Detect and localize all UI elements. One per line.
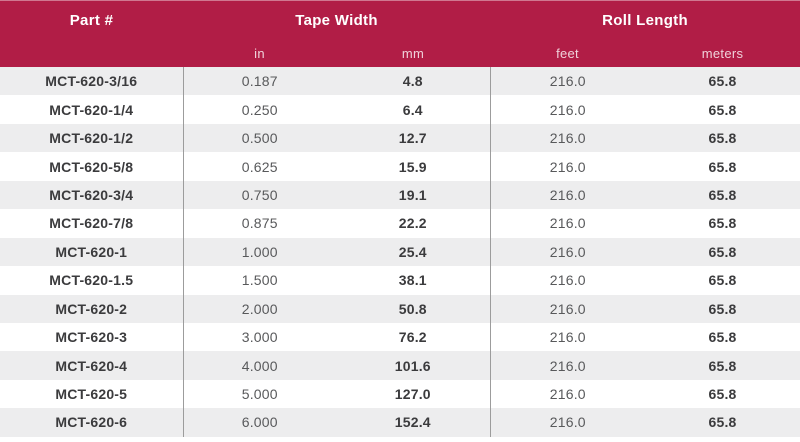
cell-part: MCT-620-1/2 — [49, 130, 134, 147]
cell-feet: 216.0 — [489, 123, 646, 153]
cell-mm: 15.9 — [398, 158, 427, 175]
cell-meters: 65.8 — [708, 414, 737, 431]
cell-part: MCT-620-4 — [55, 357, 128, 374]
cell-part: MCT-620-3/16 — [45, 73, 138, 90]
cell-feet: 216.0 — [489, 209, 646, 238]
cell-part: MCT-620-5/8 — [49, 158, 134, 175]
cell-in: 0.250 — [182, 95, 336, 124]
cell-meters: 65.8 — [708, 357, 737, 374]
cell-in: 0.875 — [182, 209, 336, 238]
subheader-mm: mm — [336, 40, 491, 67]
cell-mm: 38.1 — [398, 272, 427, 289]
cell-part: MCT-620-3 — [55, 329, 128, 346]
cell-feet: 216.0 — [489, 379, 646, 409]
cell-mm: 152.4 — [394, 414, 431, 431]
cell-meters: 65.8 — [708, 329, 737, 346]
cell-meters: 65.8 — [708, 130, 737, 147]
cell-feet: 216.0 — [489, 180, 646, 210]
subheader-meters: meters — [645, 40, 800, 67]
cell-feet: 216.0 — [489, 152, 646, 181]
cell-meters: 65.8 — [708, 186, 737, 203]
table-row: MCT-620-5 5.000 127.0 216.0 65.8 — [0, 379, 800, 409]
cell-mm: 22.2 — [398, 215, 427, 232]
cell-in: 0.500 — [182, 123, 336, 153]
subheader-empty — [0, 40, 183, 67]
cell-part: MCT-620-6 — [55, 414, 128, 431]
cell-feet: 216.0 — [489, 351, 646, 380]
table-row: MCT-620-5/8 0.625 15.9 216.0 65.8 — [0, 152, 800, 181]
cell-feet: 216.0 — [489, 67, 646, 96]
header-roll-length: Roll Length — [490, 0, 800, 40]
cell-mm: 127.0 — [394, 386, 431, 403]
table-row: MCT-620-4 4.000 101.6 216.0 65.8 — [0, 351, 800, 380]
cell-part: MCT-620-1/4 — [49, 101, 134, 118]
table-row: MCT-620-1/2 0.500 12.7 216.0 65.8 — [0, 123, 800, 153]
cell-in: 5.000 — [182, 379, 336, 409]
cell-in: 6.000 — [182, 408, 336, 437]
subheader-feet: feet — [490, 40, 646, 67]
header-group-row: Part # Tape Width Roll Length — [0, 0, 800, 40]
cell-feet: 216.0 — [489, 95, 646, 124]
cell-mm: 101.6 — [394, 357, 431, 374]
table-row: MCT-620-1/4 0.250 6.4 216.0 65.8 — [0, 95, 800, 124]
header-tape-width: Tape Width — [183, 0, 491, 40]
cell-in: 1.000 — [182, 237, 336, 267]
cell-meters: 65.8 — [708, 215, 737, 232]
cell-in: 4.000 — [182, 351, 336, 380]
table-header: Part # Tape Width Roll Length in mm feet… — [0, 0, 800, 67]
subheader-in: in — [183, 40, 336, 67]
table-row: MCT-620-1.5 1.500 38.1 216.0 65.8 — [0, 266, 800, 295]
cell-meters: 65.8 — [708, 158, 737, 175]
cell-meters: 65.8 — [708, 272, 737, 289]
cell-feet: 216.0 — [489, 266, 646, 295]
cell-mm: 50.8 — [398, 300, 427, 317]
cell-meters: 65.8 — [708, 243, 737, 260]
table-row: MCT-620-3/16 0.187 4.8 216.0 65.8 — [0, 67, 800, 96]
header-part-number: Part # — [0, 0, 183, 40]
cell-mm: 6.4 — [402, 101, 423, 118]
cell-part: MCT-620-5 — [55, 386, 128, 403]
table-row: MCT-620-3/4 0.750 19.1 216.0 65.8 — [0, 180, 800, 210]
cell-in: 2.000 — [182, 294, 336, 323]
cell-meters: 65.8 — [708, 300, 737, 317]
cell-in: 0.187 — [182, 67, 336, 96]
cell-part: MCT-620-3/4 — [49, 186, 134, 203]
table-row: MCT-620-3 3.000 76.2 216.0 65.8 — [0, 322, 800, 352]
table-row: MCT-620-2 2.000 50.8 216.0 65.8 — [0, 294, 800, 323]
cell-mm: 4.8 — [402, 73, 423, 90]
cell-meters: 65.8 — [708, 73, 737, 90]
cell-mm: 12.7 — [398, 130, 427, 147]
cell-feet: 216.0 — [489, 237, 646, 267]
cell-in: 3.000 — [182, 322, 336, 352]
table-body: MCT-620-3/16 0.187 4.8 216.0 65.8 MCT-620-1/4… — [0, 67, 800, 437]
cell-feet: 216.0 — [489, 322, 646, 352]
cell-part: MCT-620-2 — [55, 300, 128, 317]
cell-feet: 216.0 — [489, 294, 646, 323]
cell-feet: 216.0 — [489, 408, 646, 437]
header-unit-row: in mm feet meters — [0, 40, 800, 67]
cell-mm: 76.2 — [398, 329, 427, 346]
cell-in: 0.750 — [182, 180, 336, 210]
cell-part: MCT-620-1.5 — [49, 272, 134, 289]
cell-meters: 65.8 — [708, 386, 737, 403]
cell-part: MCT-620-7/8 — [49, 215, 134, 232]
cell-meters: 65.8 — [708, 101, 737, 118]
table-row: MCT-620-6 6.000 152.4 216.0 65.8 — [0, 408, 800, 437]
cell-part: MCT-620-1 — [55, 243, 128, 260]
cell-mm: 19.1 — [398, 186, 427, 203]
table-row: MCT-620-1 1.000 25.4 216.0 65.8 — [0, 237, 800, 267]
cell-in: 1.500 — [182, 266, 336, 295]
table-row: MCT-620-7/8 0.875 22.2 216.0 65.8 — [0, 209, 800, 238]
cell-in: 0.625 — [182, 152, 336, 181]
cell-mm: 25.4 — [398, 243, 427, 260]
